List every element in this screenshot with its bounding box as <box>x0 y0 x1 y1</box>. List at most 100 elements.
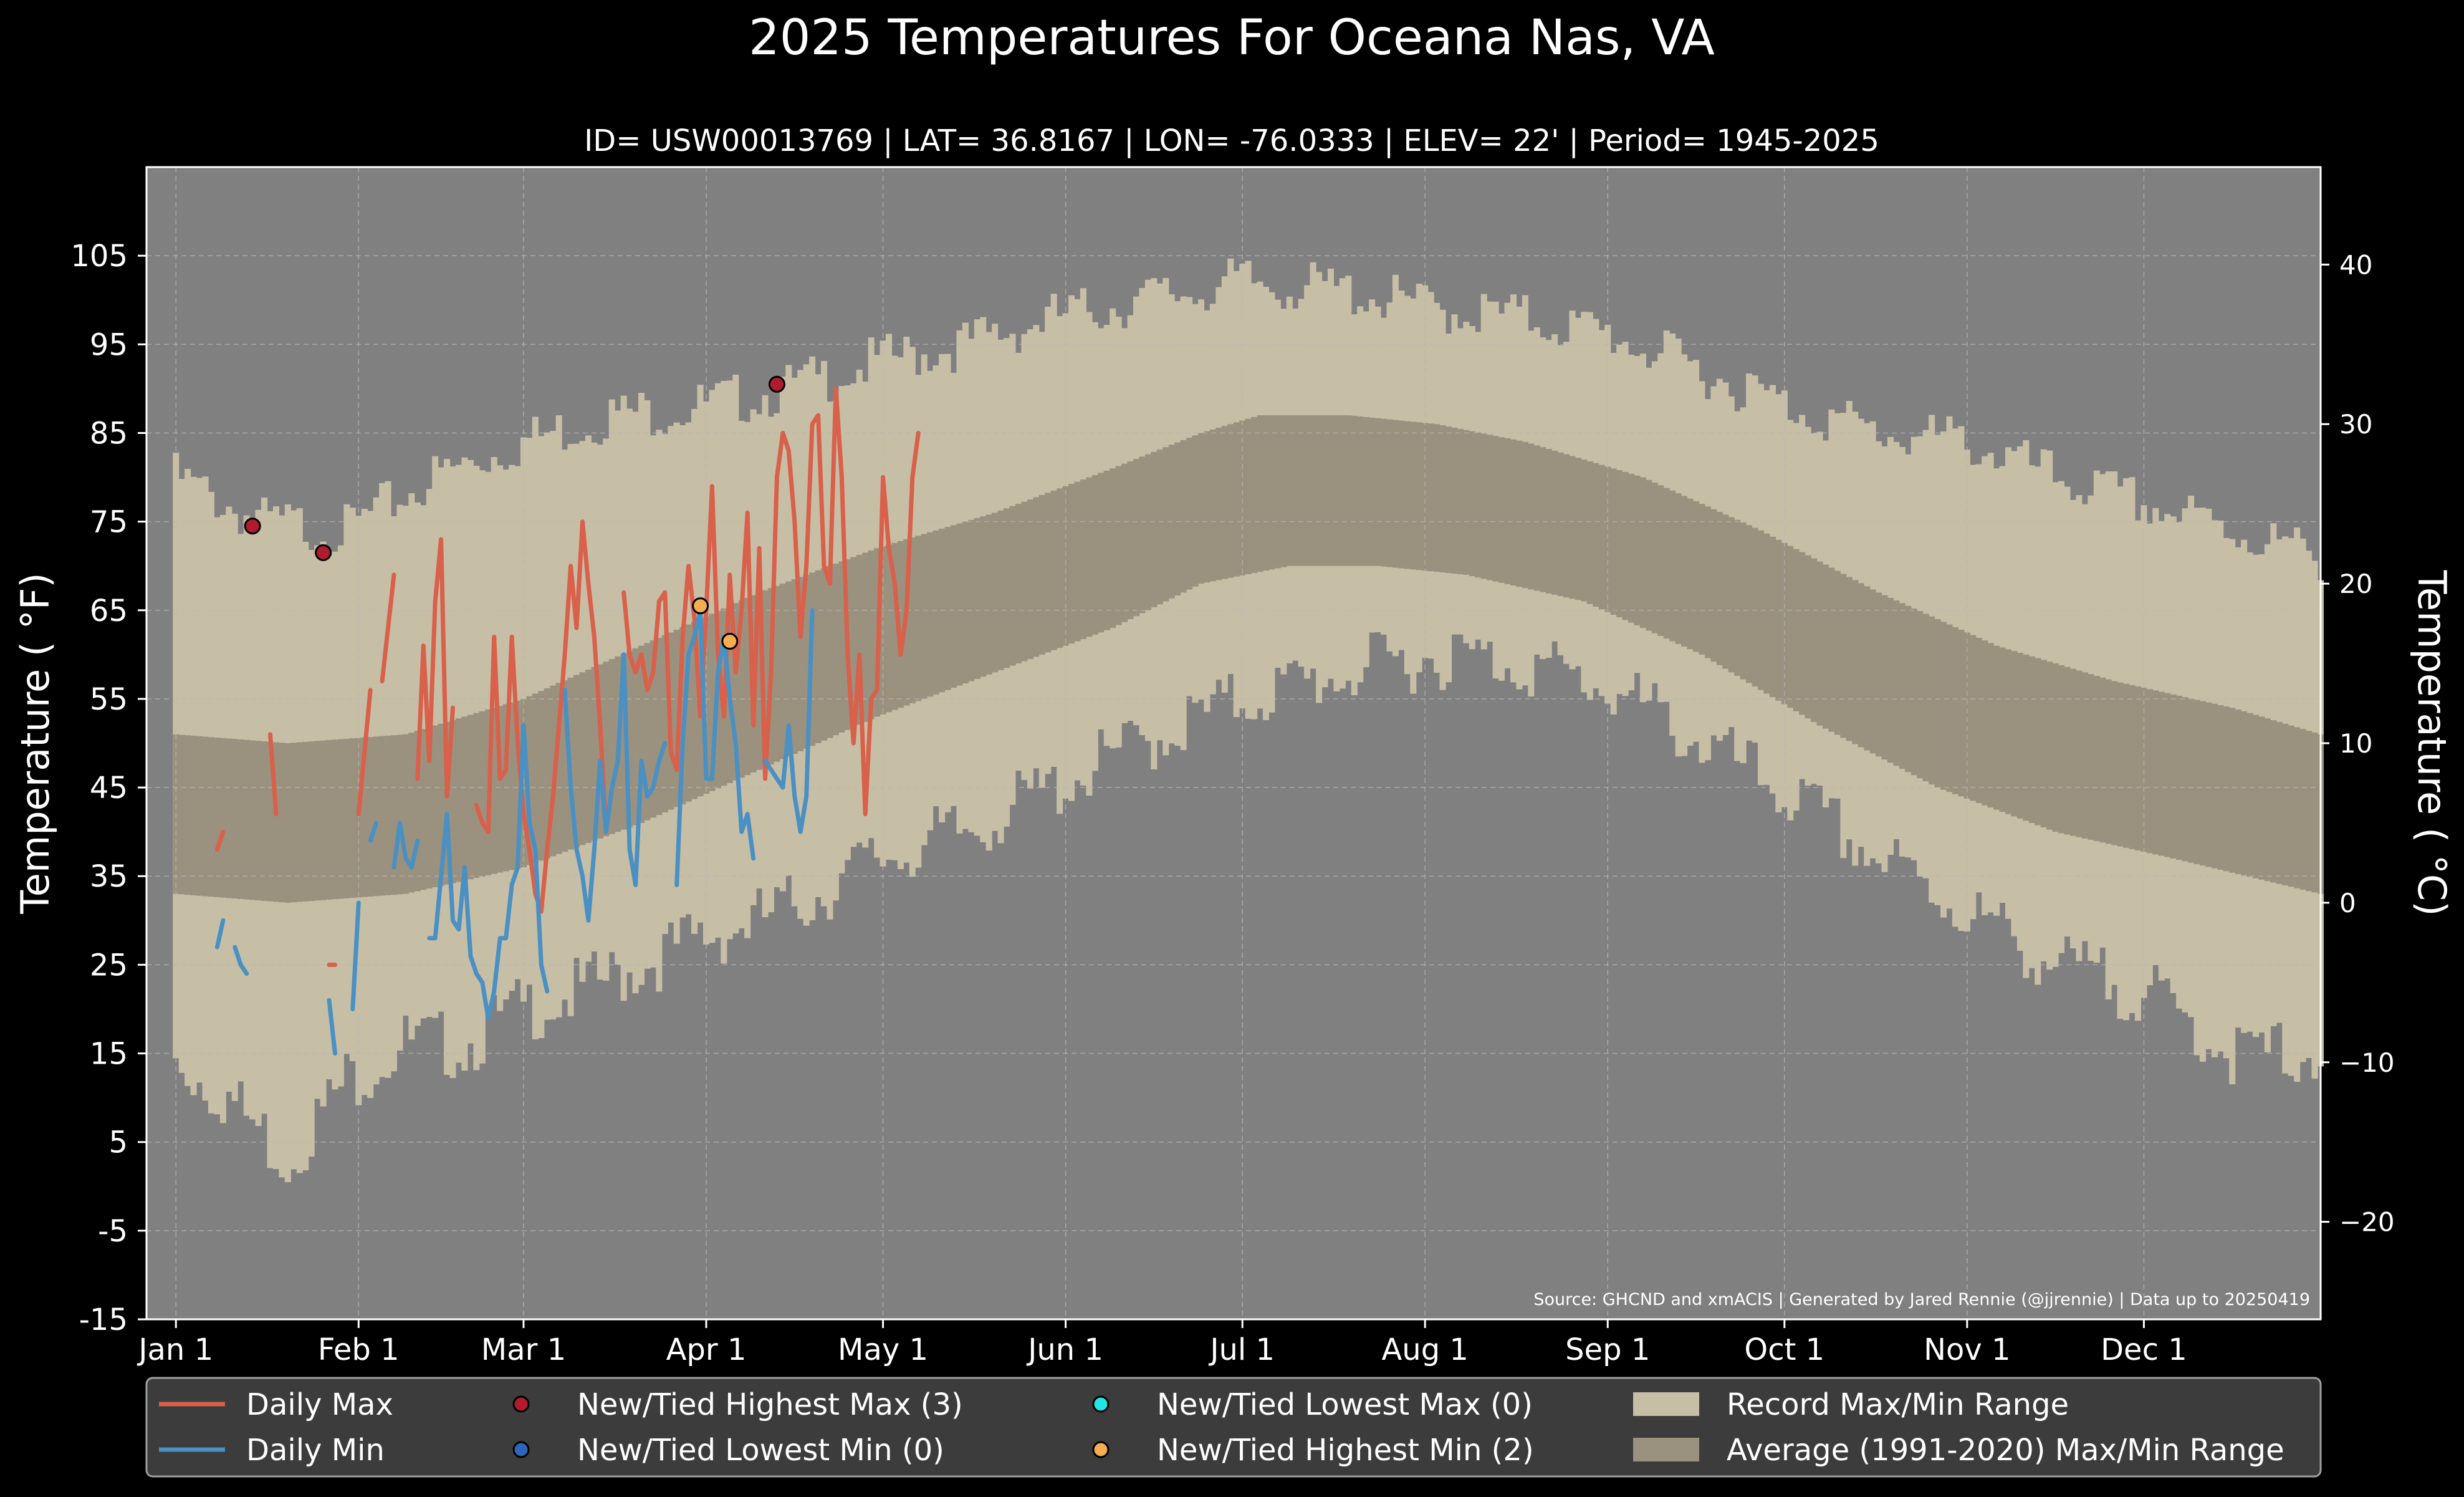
average-range-bar <box>1669 490 1676 642</box>
y-tick-label-left: 5 <box>108 1125 128 1160</box>
daily-max-line <box>380 572 396 683</box>
average-range-bar <box>1057 488 1063 648</box>
legend-item: New/Tied Highest Max (3) <box>512 1387 963 1422</box>
average-range-bar <box>2217 705 2224 870</box>
average-range-bar <box>1286 415 1293 566</box>
average-range-bar <box>2311 732 2318 893</box>
average-range-bar <box>1917 611 1924 779</box>
record-marker <box>692 597 709 615</box>
average-range-bar <box>762 590 769 768</box>
average-range-bar <box>526 696 533 865</box>
daily-max-line <box>356 688 373 817</box>
average-range-bar <box>509 702 515 870</box>
y-axis-right: −20 −10 0 10 20 30 40 <box>2321 249 2395 1238</box>
average-range-bar <box>302 741 309 902</box>
average-range-bar <box>1769 536 1776 698</box>
average-range-bar <box>1227 424 1234 578</box>
daily-max-line <box>474 519 615 914</box>
average-range-bar <box>255 741 262 901</box>
average-range-bar <box>1575 458 1582 600</box>
average-range-bar <box>1074 481 1081 642</box>
average-range-bar <box>2288 725 2294 887</box>
average-range-bar <box>2016 653 2023 819</box>
daily-max-line <box>415 537 455 799</box>
average-range-bar <box>1162 447 1169 602</box>
average-range-bar <box>1098 473 1105 633</box>
average-range-bar <box>585 670 592 843</box>
average-range-bar <box>1876 592 1882 757</box>
average-range-bar <box>980 516 987 677</box>
average-range-bar <box>1381 418 1388 567</box>
average-range-bar <box>1404 421 1411 569</box>
average-range-bar <box>985 514 992 675</box>
legend-dot-swatch <box>512 1441 530 1458</box>
average-range-bar <box>1127 461 1134 619</box>
average-range-bar <box>1121 463 1128 622</box>
y-tick-label-left: 85 <box>90 416 128 451</box>
average-range-bar <box>1699 504 1705 655</box>
average-range-bar <box>1551 450 1558 595</box>
average-range-bar <box>1598 465 1605 610</box>
average-range-bar <box>343 738 350 898</box>
y-tick-label-left: 15 <box>90 1037 128 1072</box>
average-range-bar <box>1004 508 1010 668</box>
average-range-bar <box>2282 723 2289 886</box>
y-tick-label-left: -5 <box>98 1214 128 1249</box>
average-range-bar <box>1103 470 1110 630</box>
average-range-bar <box>1333 415 1340 566</box>
average-range-bar <box>821 568 828 741</box>
average-range-bar <box>673 630 680 807</box>
average-range-bar <box>1722 514 1729 669</box>
legend-item: New/Tied Lowest Max (0) <box>1092 1387 1533 1422</box>
average-range-bar <box>932 530 939 695</box>
daily-min-line <box>327 998 337 1056</box>
average-range-bar <box>685 624 692 802</box>
average-range-bar <box>702 616 710 794</box>
average-range-bar <box>756 592 763 770</box>
x-axis: Jan 1 Feb 1 Mar 1 Apr 1 May 1 Jun 1 Jul 1 Aug 1… <box>137 1319 2187 1367</box>
average-range-bar <box>1374 418 1381 566</box>
average-range-bar <box>1516 440 1523 587</box>
average-range-bar <box>2099 677 2106 843</box>
y-tick-label-right: −20 <box>2339 1207 2395 1238</box>
average-range-bar <box>1156 449 1163 605</box>
x-tick-label: Mar 1 <box>481 1332 566 1367</box>
average-range-bar <box>1110 468 1116 628</box>
average-range-bar <box>962 521 969 684</box>
average-range-bar <box>1869 589 1876 754</box>
legend: Daily Max Daily Min New/Tied Highest Max (… <box>145 1377 2322 1478</box>
average-range-bar <box>1563 454 1570 598</box>
average-range-bar <box>373 736 380 897</box>
average-range-bar <box>231 739 238 899</box>
legend-label: New/Tied Lowest Max (0) <box>1157 1387 1533 1422</box>
average-range-bar <box>432 725 439 887</box>
daily-min-line <box>562 652 668 923</box>
average-range-bar <box>1427 423 1434 572</box>
average-range-bar <box>1663 488 1670 639</box>
average-range-bar <box>479 711 486 877</box>
average-range-bar <box>2252 715 2260 878</box>
average-range-bar <box>1970 635 1977 801</box>
average-range-bar <box>2258 716 2265 880</box>
average-range-bar <box>856 554 863 725</box>
average-range-bar <box>644 643 651 821</box>
average-range-bar <box>532 693 539 863</box>
average-range-bar <box>308 741 315 902</box>
legend-label: Record Max/Min Range <box>1727 1387 2069 1422</box>
average-range-bar <box>267 741 274 902</box>
chart-title: 2025 Temperatures For Oceana Nas, VA <box>749 10 1715 66</box>
x-tick-label: Dec 1 <box>2101 1332 2187 1367</box>
average-range-bar <box>1922 614 1929 782</box>
average-range-bar <box>1133 459 1140 617</box>
average-range-bar <box>891 542 898 710</box>
legend-label: New/Tied Highest Min (2) <box>1157 1433 1534 1468</box>
average-range-bar <box>2005 649 2012 814</box>
average-range-bar <box>1929 616 1935 785</box>
average-range-bar <box>349 738 356 898</box>
average-range-bar <box>1545 449 1552 594</box>
legend-item: Daily Max <box>159 1387 393 1422</box>
average-range-bar <box>473 713 480 878</box>
average-range-bar <box>1192 435 1199 587</box>
average-range-bar <box>326 740 333 900</box>
